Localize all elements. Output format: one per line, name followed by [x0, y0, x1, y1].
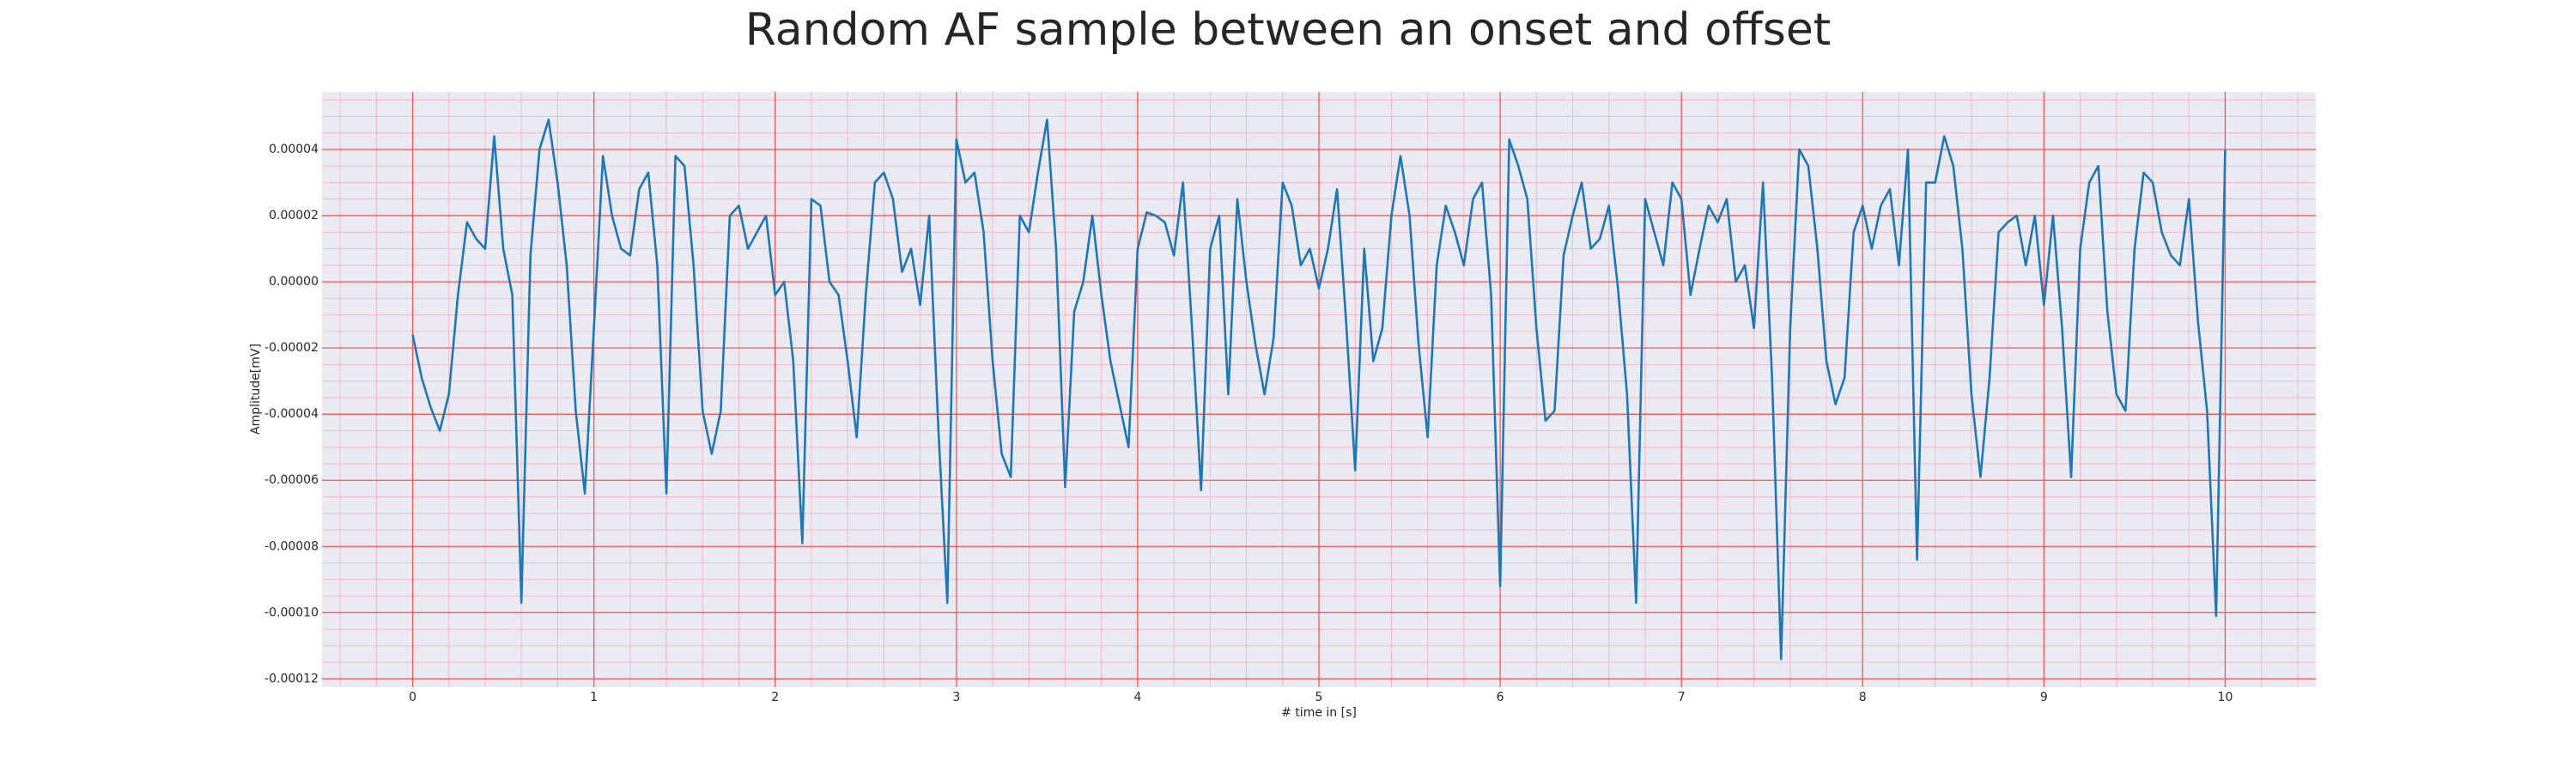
- x-tick-label: 10: [2218, 691, 2233, 704]
- x-tick-label: 7: [1678, 691, 1686, 704]
- y-tick-label: -0.00012: [264, 672, 319, 685]
- y-tick-label: -0.00010: [264, 606, 319, 619]
- x-tick-label: 6: [1497, 691, 1504, 704]
- x-tick-label: 5: [1315, 691, 1323, 704]
- chart-title: Random AF sample between an onset and of…: [745, 4, 1831, 56]
- y-tick-label: -0.00002: [264, 341, 319, 355]
- signal-line: [411, 119, 2227, 660]
- y-tick-label: -0.00004: [264, 407, 319, 421]
- x-tick-label: 9: [2040, 691, 2048, 704]
- x-tick-label: 2: [771, 691, 779, 704]
- y-axis-label: Amplitude[mV]: [249, 344, 263, 435]
- x-tick-label: 0: [409, 691, 416, 704]
- y-tick-label: -0.00008: [264, 539, 319, 553]
- x-tick-label: 4: [1133, 691, 1141, 704]
- y-tick-label: 0.00004: [269, 143, 319, 156]
- x-tick-label: 3: [952, 691, 960, 704]
- y-tick-label: -0.00006: [264, 473, 319, 487]
- y-tick-label: 0.00002: [269, 209, 319, 222]
- x-axis-label: # time in [s]: [1281, 706, 1357, 720]
- y-tick-label: 0.00000: [269, 275, 319, 289]
- x-tick-label: 8: [1859, 691, 1867, 704]
- x-tick-label: 1: [590, 691, 598, 704]
